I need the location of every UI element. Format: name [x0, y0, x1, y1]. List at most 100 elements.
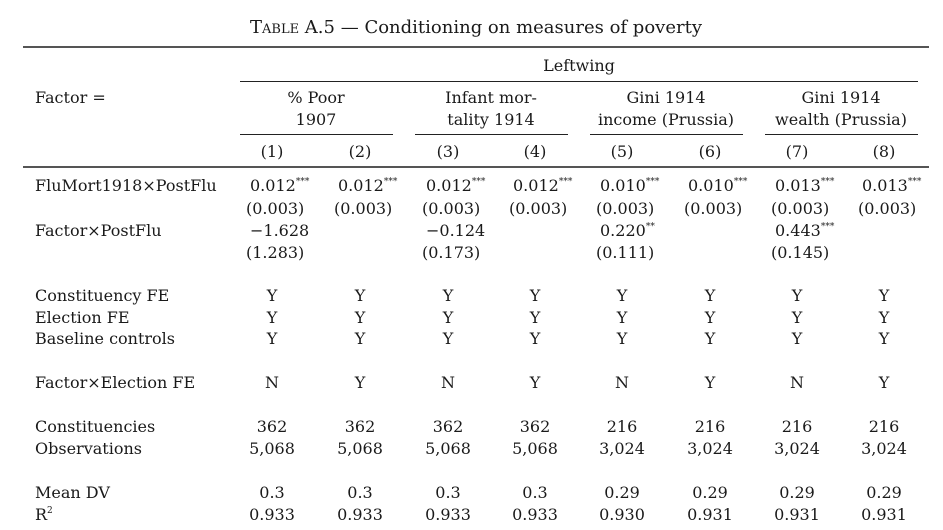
stat-value: 0.3	[347, 483, 373, 502]
fe-indicator: Y	[529, 373, 541, 392]
fe-indicator: Y	[616, 329, 628, 348]
fe-indicator: Y	[266, 286, 278, 305]
header-bottom-rule	[23, 166, 929, 168]
fe-indicator: Y	[529, 308, 541, 327]
fe-indicator: Y	[442, 286, 454, 305]
stat-value: 0.931	[774, 505, 820, 524]
coefficient-value: 0.012	[338, 176, 384, 195]
row-label-superscript: 2	[47, 506, 53, 516]
row-label: R2	[35, 507, 53, 523]
stat-value: 0.3	[259, 483, 285, 502]
coefficient-value: 0.012	[250, 176, 296, 195]
fe-indicator: Y	[354, 373, 366, 392]
coefficient-value: −1.628	[250, 221, 310, 240]
row-label-text: R	[35, 505, 48, 524]
stat-value: 0.933	[512, 505, 558, 524]
coefficient-cell: 0.443***	[775, 223, 834, 239]
count-value: 362	[519, 417, 551, 436]
coefficient-cell: 0.012***	[513, 178, 572, 194]
caption-separator: —	[340, 17, 359, 38]
row-label: Factor×PostFlu	[35, 221, 162, 240]
column-number: (6)	[698, 142, 722, 161]
significance-stars: ***	[471, 177, 486, 187]
significance-stars: ***	[820, 222, 835, 232]
significance-stars: ***	[383, 177, 398, 187]
fe-indicator: Y	[704, 286, 716, 305]
count-value: 5,068	[249, 439, 295, 458]
fe-indicator: Y	[791, 329, 803, 348]
column-number: (4)	[523, 142, 547, 161]
coefficient-cell: 0.012***	[250, 178, 309, 194]
row-label-text: Mean DV	[35, 483, 110, 502]
group-label-line2: 1907	[295, 110, 337, 129]
coefficient-cell: 0.012***	[338, 178, 397, 194]
standard-error: (0.003)	[771, 199, 830, 218]
fe-indicator: Y	[878, 308, 890, 327]
caption-prefix: Table A.5	[250, 17, 335, 38]
dv-rule	[240, 81, 918, 82]
significance-stars: ***	[645, 177, 660, 187]
row-label: FluMort1918×PostFlu	[35, 176, 217, 195]
stat-value: 0.931	[687, 505, 733, 524]
group-rule-2	[415, 134, 568, 135]
significance-stars: ***	[820, 177, 835, 187]
coefficient-value: 0.010	[600, 176, 646, 195]
group-rule-1	[240, 134, 393, 135]
count-value: 3,024	[687, 439, 733, 458]
coefficient-value: −0.124	[426, 221, 486, 240]
stat-value: 0.29	[779, 483, 815, 502]
count-value: 3,024	[861, 439, 907, 458]
coefficient-cell: −0.124	[426, 223, 485, 239]
group-label-line2: tality 1914	[447, 110, 535, 129]
significance-stars: ***	[907, 177, 922, 187]
coefficient-cell: 0.013***	[775, 178, 834, 194]
group-label-line1: % Poor	[287, 88, 345, 107]
fe-indicator: Y	[442, 308, 454, 327]
group-label-line1: Infant mor-	[445, 88, 537, 107]
table-caption: Table A.5 — Conditioning on measures of …	[250, 19, 702, 37]
stat-value: 0.931	[861, 505, 907, 524]
coefficient-value: 0.012	[513, 176, 559, 195]
fe-indicator: N	[615, 373, 629, 392]
group-label-line2: income (Prussia)	[597, 110, 735, 129]
row-label: Observations	[35, 439, 142, 458]
count-value: 216	[694, 417, 726, 436]
standard-error: (0.003)	[858, 199, 917, 218]
fe-indicator: Y	[354, 329, 366, 348]
stat-value: 0.29	[866, 483, 902, 502]
column-number: (2)	[348, 142, 372, 161]
coefficient-cell: 0.012***	[426, 178, 485, 194]
fe-indicator: Y	[878, 286, 890, 305]
fe-indicator: N	[441, 373, 455, 392]
coefficient-cell: 0.010***	[600, 178, 659, 194]
count-value: 3,024	[774, 439, 820, 458]
standard-error: (0.003)	[422, 199, 481, 218]
coefficient-value: 0.012	[426, 176, 472, 195]
count-value: 5,068	[425, 439, 471, 458]
count-value: 216	[781, 417, 813, 436]
coefficient-value: 0.013	[775, 176, 821, 195]
fe-indicator: Y	[616, 286, 628, 305]
significance-stars: ***	[558, 177, 573, 187]
fe-indicator: Y	[704, 329, 716, 348]
standard-error: (0.145)	[771, 243, 830, 262]
coefficient-cell: 0.010***	[688, 178, 747, 194]
count-value: 3,024	[599, 439, 645, 458]
standard-error: (1.283)	[246, 243, 305, 262]
dependent-variable-label: Leftwing	[543, 56, 615, 75]
stat-value: 0.933	[425, 505, 471, 524]
significance-stars: **	[645, 222, 655, 232]
fe-indicator: Y	[704, 373, 716, 392]
column-number: (3)	[436, 142, 460, 161]
significance-stars: ***	[733, 177, 748, 187]
standard-error: (0.003)	[334, 199, 393, 218]
fe-indicator: Y	[266, 329, 278, 348]
row-label: Constituencies	[35, 417, 156, 436]
group-label-line1: Gini 1914	[626, 88, 706, 107]
fe-indicator: Y	[529, 286, 541, 305]
group-rule-3	[590, 134, 743, 135]
fe-indicator: N	[790, 373, 804, 392]
stat-value: 0.3	[522, 483, 548, 502]
fe-indicator: Y	[878, 373, 890, 392]
factor-label: Factor =	[35, 88, 106, 107]
